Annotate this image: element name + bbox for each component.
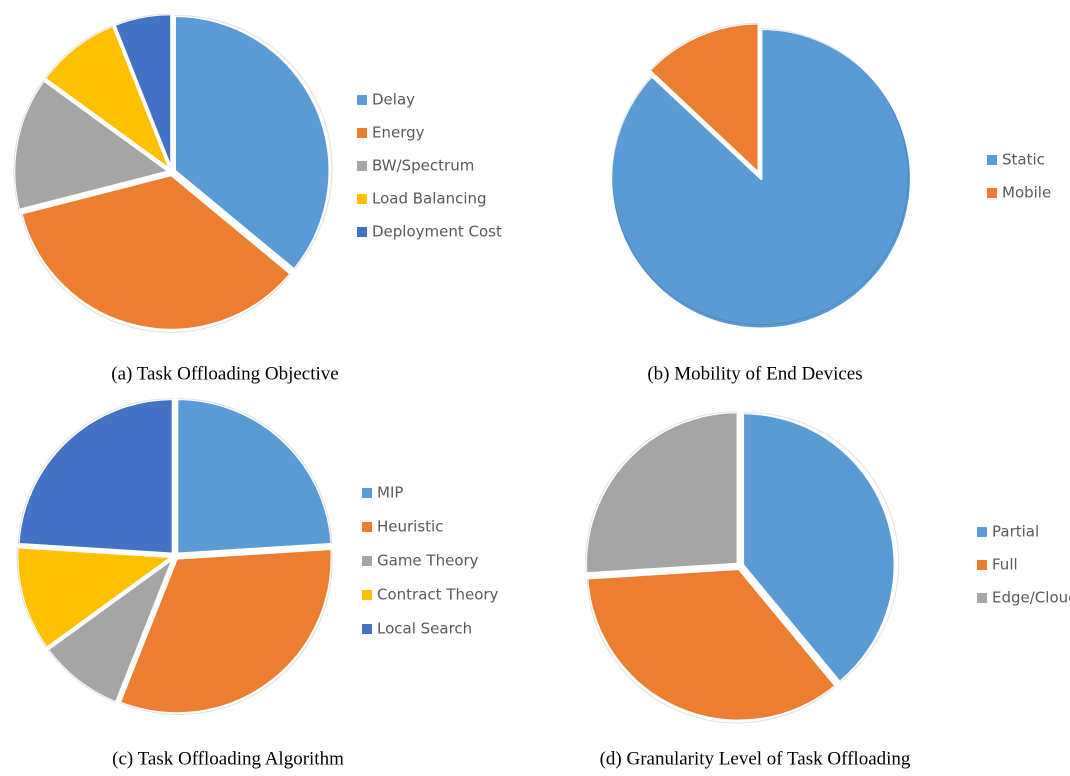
legend-swatch [977,527,987,537]
legend-swatch [977,593,987,603]
slice-edge [114,13,172,26]
slice-edge [47,649,117,703]
slice-edge [649,22,759,71]
legend-label: Load Balancing [372,190,487,208]
chart-caption: (c) Task Offloading Algorithm [112,748,344,769]
chart-caption: (b) Mobility of End Devices [647,363,862,384]
slice-edge [742,412,900,683]
pie-slice [19,173,293,332]
pie-slice [584,410,740,575]
slice-edge [611,28,909,326]
pie-slice [15,545,174,650]
legend-label: BW/Spectrum [372,157,474,175]
legend-label: Mobile [1002,184,1051,202]
legend-swatch [362,624,372,634]
legend-label: Static [1002,151,1045,169]
legend-label: Partial [992,523,1039,541]
legend-swatch [977,560,987,570]
legend-swatch [357,128,367,138]
legend-swatch [362,556,372,566]
legend-label: Local Search [377,620,472,638]
pie-slice [648,21,761,175]
slice-edge [44,25,114,79]
pie-slice [113,12,173,171]
legend-swatch [357,95,367,105]
legend-swatch [357,194,367,204]
legend-label: Full [992,556,1018,574]
legend-swatch [987,155,997,165]
slice-edge [17,398,173,545]
slice-edge [20,213,292,333]
legend-label: Game Theory [377,552,479,570]
legend-swatch [362,522,372,532]
pie-slice [17,397,175,556]
legend-swatch [357,227,367,237]
chart-caption: (d) Granularity Level of Task Offloading [600,748,911,769]
legend-label: Delay [372,91,415,109]
pie-slice [173,14,331,271]
slice-edge [585,411,738,574]
legend-label: MIP [377,484,403,502]
slice-edge [586,578,837,724]
slice-edge [177,398,333,545]
pie-slice [12,79,171,212]
legend-label: Edge/Cloud [992,589,1070,607]
slice-edge [119,548,333,715]
legend-label: Contract Theory [377,586,499,604]
legend-swatch [987,188,997,198]
pie-slice [46,557,175,704]
pie-slice [43,24,172,171]
pie-slice [175,397,333,556]
pie-slice [118,547,334,715]
legend-swatch [362,590,372,600]
pie-slice [741,411,897,684]
slice-edge [16,547,48,649]
legend-label: Deployment Cost [372,223,502,241]
chart-caption: (a) Task Offloading Objective [111,363,338,384]
pie-slice [585,567,837,722]
legend-swatch [362,488,372,498]
legend-label: Heuristic [377,518,443,536]
slice-edge [174,15,333,270]
legend-swatch [357,161,367,171]
pie-slice [609,27,913,330]
legend-label: Energy [372,124,425,142]
slice-edge [13,80,45,211]
